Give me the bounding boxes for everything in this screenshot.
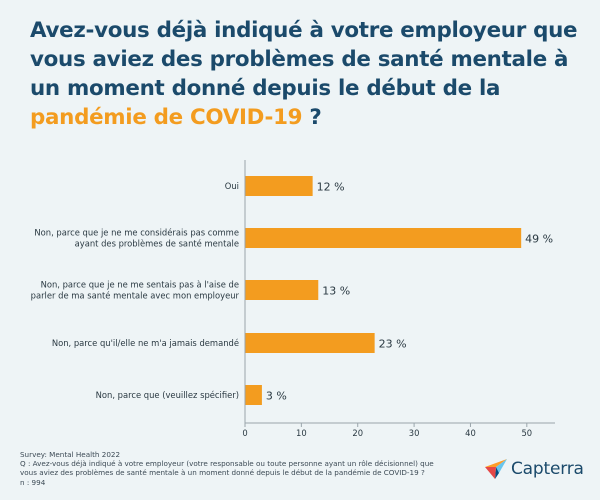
bar [245,333,375,353]
x-tick-label: 50 [521,428,532,438]
data-label: 12 % [317,181,345,194]
x-tick-label: 40 [465,428,476,438]
capterra-wordmark: Capterra [511,459,584,479]
category-label: Non, parce que (veuillez spécifier) [96,390,239,400]
title-highlight: pandémie de COVID-19 [30,105,303,130]
footer-survey: Survey: Mental Health 2022 [20,450,121,459]
category-label: Non, parce qu'il/elle ne m'a jamais dema… [52,338,239,348]
bar [245,280,319,300]
data-label: 13 % [322,285,350,298]
title-lead: Avez-vous déjà indiqué à votre employeur… [30,18,578,101]
category-label: Non, parce que je ne me considérais pas … [34,228,239,238]
x-tick-label: 10 [296,428,307,438]
chart-title: Avez-vous déjà indiqué à votre employeur… [30,16,595,132]
category-label: ayant des problèmes de santé mentale [75,239,239,249]
footer: Survey: Mental Health 2022 Q : Avez-vous… [20,450,460,487]
capterra-arrow-icon [485,459,507,479]
x-tick-label: 0 [242,428,247,438]
footer-sample-size: n : 994 [20,477,46,487]
bar [245,385,262,405]
bar [245,228,522,248]
data-label: 23 % [379,338,407,351]
data-label: 3 % [266,390,287,403]
x-tick-label: 30 [409,428,420,438]
data-label: 49 % [525,233,553,246]
category-label: parler de ma santé mentale avec mon empl… [31,291,240,301]
x-tick-label: 20 [352,428,363,438]
capterra-logo: Capterra [484,456,584,482]
category-label: Non, parce que je ne me sentais pas à l'… [41,280,239,290]
category-label: Oui [225,181,239,191]
title-trail: ? [302,105,322,130]
bar [245,176,313,196]
footer-question: Q : Avez-vous déjà indiqué à votre emplo… [20,459,434,478]
